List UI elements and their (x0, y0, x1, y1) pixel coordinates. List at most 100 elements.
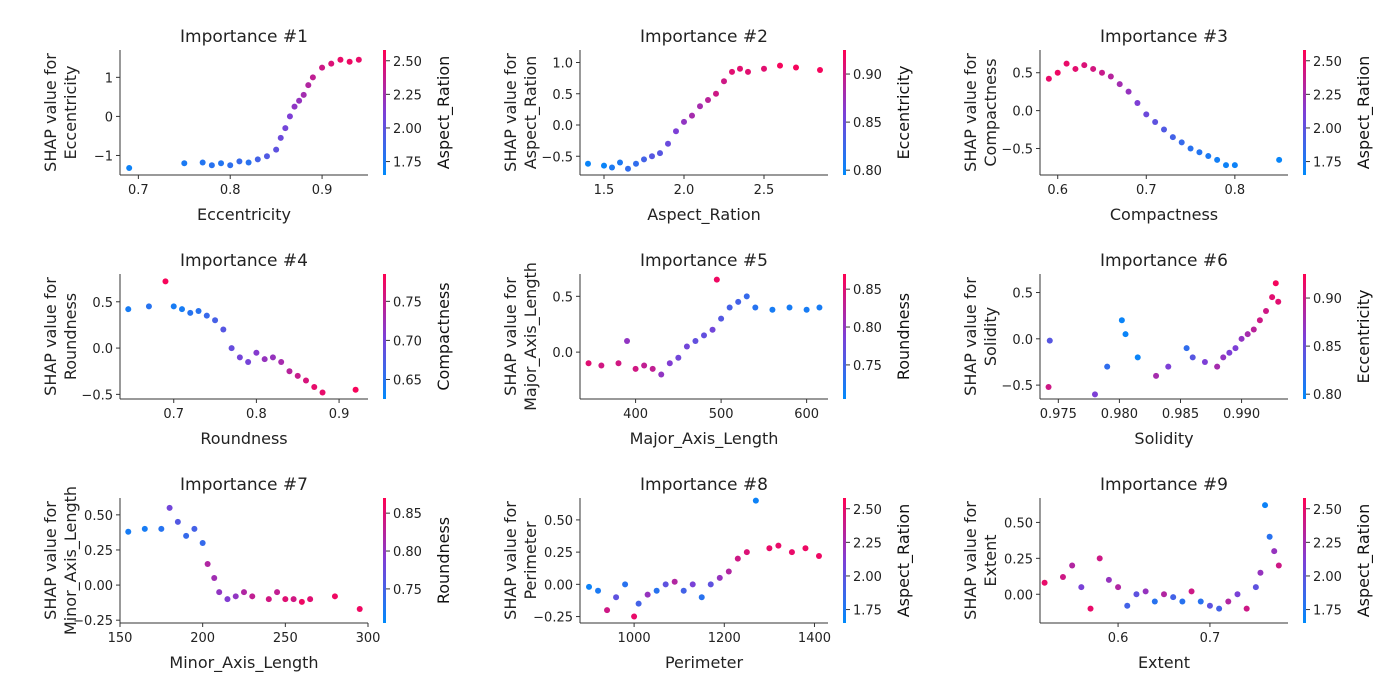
y-tick-label: −0.5 (541, 150, 573, 165)
colorbar-tick-label: 2.25 (853, 536, 882, 551)
x-tick-label: 0.8 (246, 407, 267, 422)
y-tick-label: 0.0 (552, 119, 573, 134)
subplot-title: Importance #5 (640, 251, 768, 271)
data-point (1205, 153, 1212, 160)
data-point (1223, 162, 1229, 169)
subplot-title: Importance #7 (180, 475, 308, 495)
data-point (786, 304, 793, 311)
y-axis-label: SHAP value for (41, 53, 60, 172)
x-axis-label: Roundness (200, 429, 287, 448)
data-point (254, 156, 261, 163)
data-point (709, 326, 716, 333)
data-point (1134, 100, 1141, 107)
data-point (1124, 602, 1131, 609)
x-tick-label: 0.7 (1200, 631, 1221, 646)
y-axis-label: Roundness (61, 293, 80, 380)
data-point (1161, 126, 1167, 133)
data-point (766, 545, 773, 552)
data-point (735, 298, 742, 305)
data-point (355, 56, 362, 63)
data-point (802, 545, 809, 552)
subplot-3: Importance #3 0.6 0.7 0.8 −0.5 0.0 0.5 Compactn… (961, 27, 1374, 224)
data-point (298, 598, 305, 605)
data-point (1099, 69, 1105, 76)
data-point (1183, 345, 1190, 352)
data-point (1220, 354, 1227, 361)
x-tick-label: 1400 (798, 631, 831, 646)
colorbar-gradient (1303, 498, 1306, 623)
data-point (307, 596, 314, 603)
data-point (1272, 280, 1279, 287)
colorbar-gradient (383, 50, 386, 175)
data-point (1196, 149, 1203, 156)
data-point (1165, 363, 1172, 370)
data-point (278, 358, 285, 365)
colorbar-tick-label: 0.75 (393, 295, 422, 310)
subplot-1: Importance #10.7 0.8 0.9−101EccentricitySH… (41, 27, 454, 224)
data-point (817, 67, 823, 73)
y-axis-label: Minor_Axis_Length (61, 486, 81, 635)
data-point (697, 103, 703, 110)
data-point (1225, 598, 1232, 605)
data-point (671, 578, 678, 585)
colorbar-gradient (843, 50, 846, 175)
data-point (718, 315, 725, 322)
data-point (1243, 605, 1250, 612)
data-point (632, 365, 639, 372)
data-point (261, 356, 268, 363)
x-tick-label: 0.980 (1101, 407, 1138, 422)
x-axis-label: Major_Axis_Length (630, 429, 779, 449)
colorbar-tick-label: 1.75 (853, 604, 882, 619)
data-point (1054, 69, 1061, 76)
x-tick-label: 2.0 (674, 183, 695, 198)
colorbar-tick-label: 0.85 (393, 507, 422, 522)
x-tick-label: 600 (794, 407, 819, 422)
data-point (705, 97, 711, 103)
data-point (1231, 162, 1238, 169)
colorbar-gradient (843, 498, 846, 623)
colorbar-tick-label: 0.85 (853, 116, 882, 131)
data-point (1153, 372, 1160, 379)
x-tick-label: 300 (356, 631, 381, 646)
subplot-8: Importance #8 1000 1200 1400 −0.25 0.00 0.25 0.… (501, 475, 914, 672)
data-point (692, 337, 699, 344)
data-point (775, 542, 782, 549)
data-point (227, 162, 234, 169)
y-tick-label: 0.5 (552, 88, 573, 103)
x-tick-label: 0.8 (1225, 183, 1246, 198)
data-point (585, 160, 591, 167)
y-tick-label: −1 (94, 149, 113, 164)
data-point (269, 354, 276, 361)
data-point (265, 596, 272, 603)
x-axis-label: Minor_Axis_Length (169, 653, 318, 673)
data-point (1134, 354, 1141, 361)
data-point (701, 332, 707, 339)
data-point (203, 312, 210, 319)
data-point (1263, 308, 1270, 315)
colorbar-tick-label: 2.50 (853, 503, 882, 518)
data-point (673, 128, 679, 135)
data-point (245, 358, 252, 365)
colorbar-tick-label: 2.25 (1313, 536, 1342, 551)
data-point (356, 605, 363, 612)
data-point (1151, 598, 1158, 605)
y-tick-label: 1 (105, 71, 113, 86)
data-point (1214, 156, 1221, 163)
data-point (1143, 111, 1150, 118)
subplot-4: Importance #4 0.7 0.8 0.9 −0.5 0.0 0.5 Roundnes… (41, 251, 453, 448)
data-point (745, 68, 751, 75)
data-point (666, 360, 673, 367)
data-point (716, 574, 723, 581)
colorbar-tick-label: 0.80 (1313, 388, 1342, 403)
y-axis-label: SHAP value for (41, 277, 60, 396)
data-point (311, 383, 318, 390)
data-point (166, 504, 173, 511)
data-point (816, 304, 823, 311)
data-point (613, 594, 620, 601)
data-point (657, 150, 663, 157)
data-point (245, 159, 252, 166)
data-point (263, 153, 270, 160)
colorbar: 0.75 0.80 0.85 Roundness (843, 274, 913, 399)
data-point (1262, 502, 1269, 509)
